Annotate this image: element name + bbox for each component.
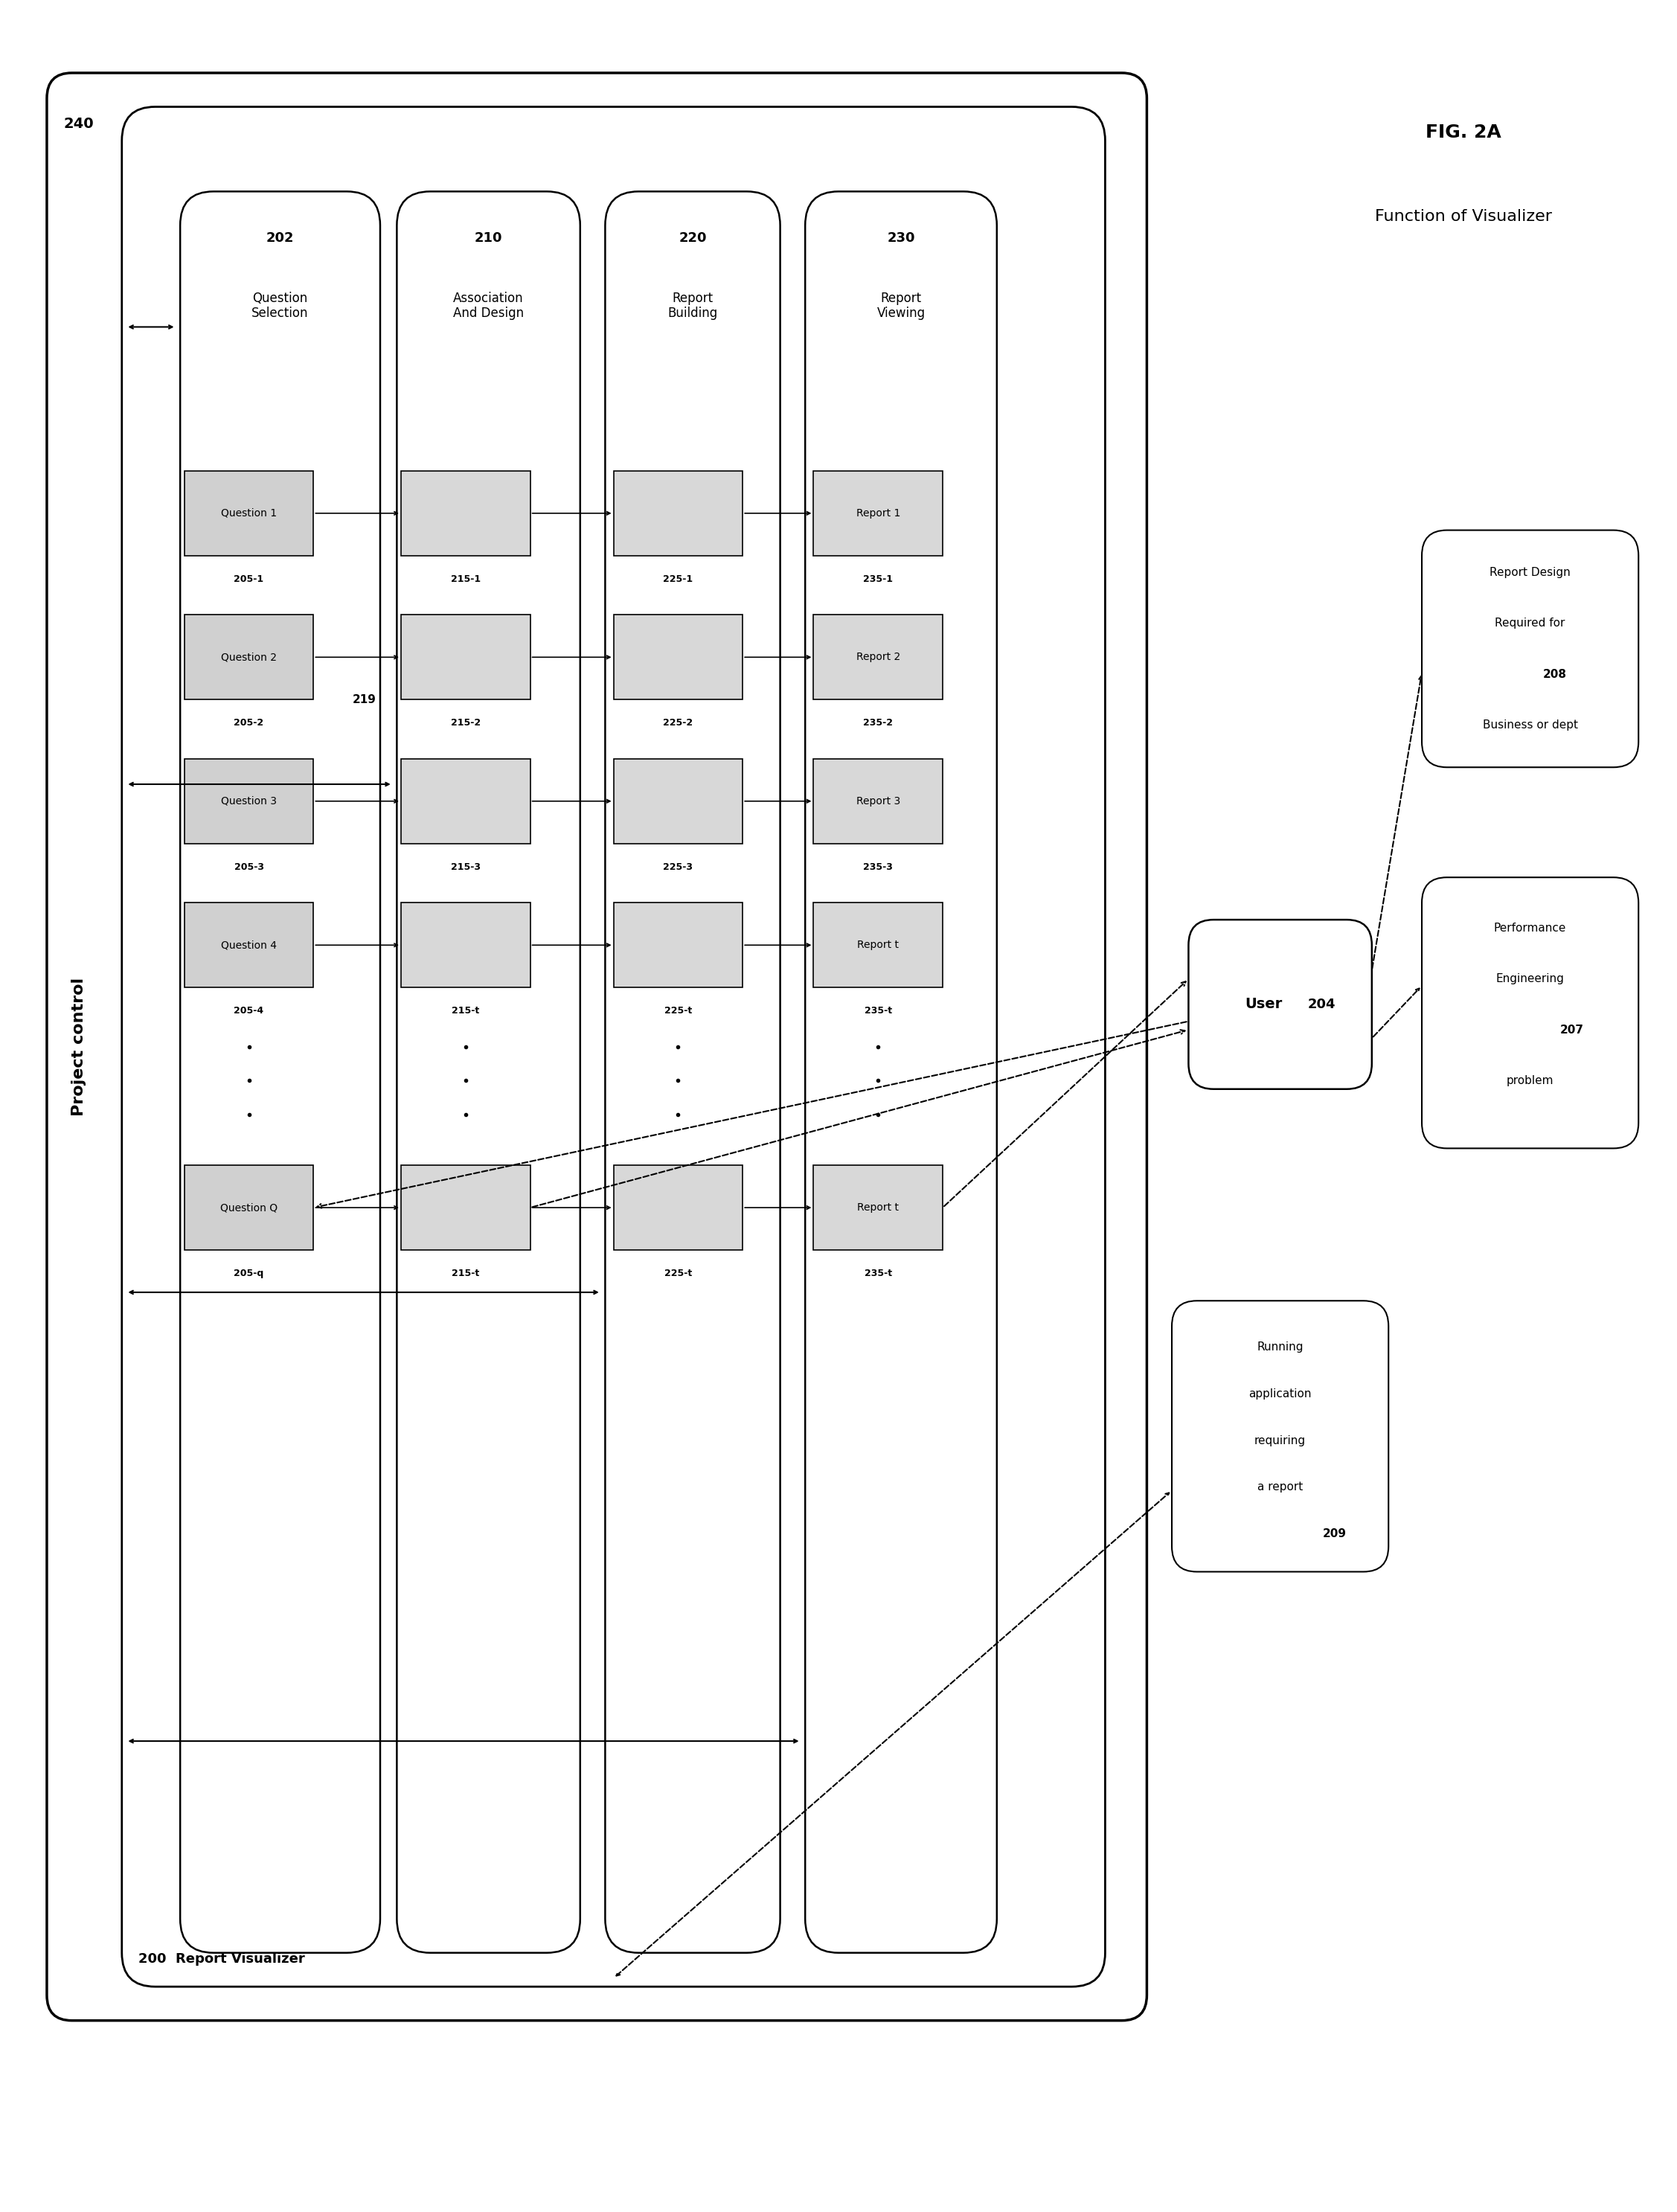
Text: 215-1: 215-1 (451, 575, 481, 584)
Text: Report t: Report t (857, 1203, 899, 1212)
Text: Project control: Project control (70, 978, 86, 1117)
Text: Performance: Performance (1494, 922, 1566, 933)
Text: 225-t: 225-t (664, 1270, 693, 1279)
Text: 235-2: 235-2 (864, 719, 892, 728)
Text: application: application (1249, 1389, 1311, 1400)
Bar (184, 902, 314, 987)
Text: requiring: requiring (1254, 1436, 1306, 1447)
FancyBboxPatch shape (1172, 1301, 1389, 1573)
Bar (614, 902, 743, 987)
Text: 205-q: 205-q (235, 1270, 263, 1279)
FancyBboxPatch shape (805, 192, 996, 1953)
Bar (614, 471, 743, 555)
FancyBboxPatch shape (1189, 920, 1372, 1088)
Text: Report
Building: Report Building (667, 292, 718, 321)
Text: 209: 209 (1323, 1528, 1347, 1540)
Text: Report 3: Report 3 (855, 796, 901, 807)
Text: 215-3: 215-3 (451, 863, 481, 872)
Text: 205-2: 205-2 (235, 719, 263, 728)
Text: FIG. 2A: FIG. 2A (1425, 124, 1501, 142)
Text: Association
And Design: Association And Design (453, 292, 523, 321)
Text: 235-3: 235-3 (864, 863, 892, 872)
Bar (813, 615, 942, 699)
FancyBboxPatch shape (397, 192, 580, 1953)
FancyBboxPatch shape (1422, 531, 1638, 768)
Text: Running: Running (1258, 1343, 1303, 1354)
Text: 225-1: 225-1 (662, 575, 693, 584)
Text: Report t: Report t (857, 940, 899, 951)
Bar (184, 759, 314, 843)
Text: 235-1: 235-1 (864, 575, 892, 584)
FancyBboxPatch shape (605, 192, 780, 1953)
Text: Report 2: Report 2 (855, 653, 901, 661)
Bar (401, 1166, 530, 1250)
Text: Question 4: Question 4 (221, 940, 277, 951)
Bar (813, 1166, 942, 1250)
Bar (813, 759, 942, 843)
Text: Report 1: Report 1 (855, 509, 901, 518)
Text: Question Q: Question Q (220, 1203, 278, 1212)
Bar (614, 1166, 743, 1250)
Text: 205-3: 205-3 (235, 863, 263, 872)
Bar (401, 902, 530, 987)
Text: 215-t: 215-t (451, 1006, 480, 1015)
Text: 225-3: 225-3 (662, 863, 693, 872)
Text: Question 3: Question 3 (221, 796, 277, 807)
FancyBboxPatch shape (122, 106, 1105, 1986)
Bar (813, 471, 942, 555)
Text: 205-1: 205-1 (235, 575, 263, 584)
Text: Function of Visualizer: Function of Visualizer (1375, 210, 1551, 223)
Text: 225-t: 225-t (664, 1006, 693, 1015)
Text: 210: 210 (475, 232, 503, 246)
Text: a report: a report (1258, 1482, 1303, 1493)
Bar (614, 615, 743, 699)
Text: 200  Report Visualizer: 200 Report Visualizer (139, 1953, 305, 1966)
Text: 235-t: 235-t (864, 1006, 892, 1015)
Text: Question
Selection: Question Selection (252, 292, 309, 321)
Bar (184, 1166, 314, 1250)
Text: 204: 204 (1308, 998, 1337, 1011)
FancyBboxPatch shape (47, 73, 1147, 2020)
Text: 205-4: 205-4 (235, 1006, 263, 1015)
Bar (813, 902, 942, 987)
Text: 202: 202 (267, 232, 293, 246)
Bar (401, 471, 530, 555)
Text: Required for: Required for (1496, 617, 1565, 628)
Text: 230: 230 (887, 232, 916, 246)
Text: 225-2: 225-2 (662, 719, 693, 728)
Bar (401, 759, 530, 843)
Text: Report
Viewing: Report Viewing (877, 292, 926, 321)
Text: problem: problem (1506, 1075, 1555, 1086)
Text: 220: 220 (679, 232, 706, 246)
Text: 208: 208 (1543, 668, 1566, 679)
Bar (614, 759, 743, 843)
Text: 235-t: 235-t (864, 1270, 892, 1279)
Text: 207: 207 (1560, 1024, 1583, 1035)
Text: Engineering: Engineering (1496, 973, 1565, 984)
Bar (401, 615, 530, 699)
Text: Question 1: Question 1 (221, 509, 277, 518)
Text: 240: 240 (64, 117, 94, 131)
FancyBboxPatch shape (1422, 878, 1638, 1148)
Text: 219: 219 (352, 695, 376, 706)
Bar (184, 471, 314, 555)
Text: 215-2: 215-2 (451, 719, 481, 728)
Text: Business or dept: Business or dept (1482, 719, 1578, 730)
FancyBboxPatch shape (179, 192, 381, 1953)
Text: Question 2: Question 2 (221, 653, 277, 661)
Text: Report Design: Report Design (1489, 566, 1571, 577)
Bar (184, 615, 314, 699)
Text: 215-t: 215-t (451, 1270, 480, 1279)
Text: User: User (1244, 998, 1283, 1011)
